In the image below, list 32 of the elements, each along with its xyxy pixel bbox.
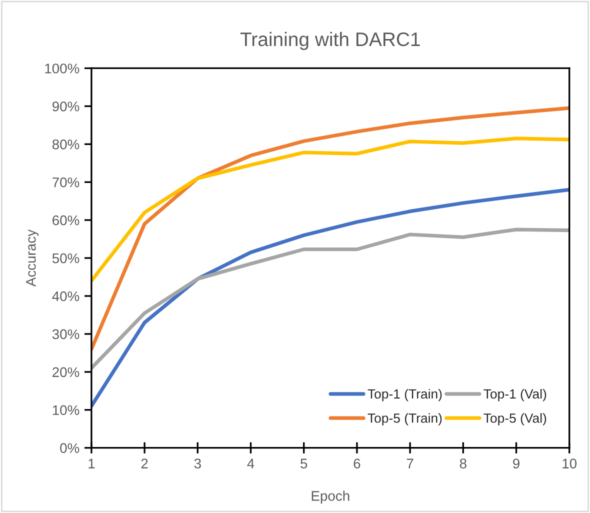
legend-label: Top-5 (Val) — [484, 413, 546, 426]
x-tick-label: 2 — [141, 458, 148, 468]
x-tick-label: 7 — [406, 458, 414, 468]
y-axis-title: Accuracy — [26, 230, 39, 287]
y-tick-label: 90% — [52, 102, 80, 112]
x-axis-title: Epoch — [312, 490, 350, 504]
y-tick-label: 0% — [60, 443, 80, 454]
y-tick-label: 70% — [52, 177, 80, 188]
line-series — [91, 228, 570, 370]
line-series — [91, 106, 570, 351]
legend-label: Top-1 (Train) — [368, 388, 442, 402]
line-series — [91, 136, 570, 283]
x-tick-label: 9 — [513, 458, 520, 468]
x-tick-label: 1 — [88, 458, 95, 468]
x-tick-label: 3 — [194, 458, 201, 468]
x-tick-label: 10 — [562, 458, 577, 468]
line-series — [91, 188, 570, 408]
y-tick-label: 60% — [52, 215, 80, 226]
y-tick-label: 20% — [52, 367, 80, 378]
chart-title: Training with DARC1 — [240, 32, 420, 50]
y-tick-label: 50% — [52, 253, 80, 264]
x-tick-label: 8 — [460, 458, 466, 468]
x-tick-label: 6 — [354, 458, 360, 468]
legend-label: Top-5 (Train) — [368, 413, 442, 426]
legend-label: Top-1 (Val) — [484, 388, 546, 402]
y-tick-label: 100% — [45, 64, 80, 74]
y-tick-label: 30% — [52, 329, 80, 340]
y-tick-label: 80% — [52, 139, 80, 150]
x-tick-label: 5 — [300, 458, 308, 468]
y-tick-label: 40% — [52, 291, 80, 302]
x-tick-label: 4 — [247, 458, 254, 468]
y-tick-label: 10% — [52, 405, 80, 416]
